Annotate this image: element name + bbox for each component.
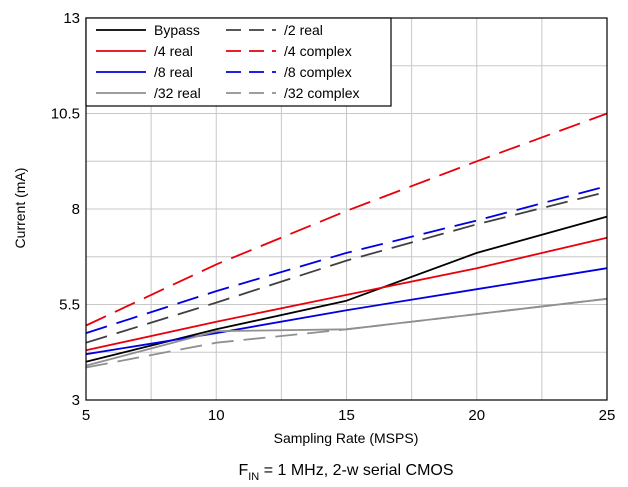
series-layer	[85, 112, 608, 369]
x-tick-label: 25	[599, 407, 616, 424]
series-line	[85, 190, 608, 344]
x-tick-label: 5	[82, 407, 90, 424]
caption-suffix: = 1 MHz, 2-w serial CMOS	[259, 462, 453, 479]
legend-label: Bypass	[154, 22, 200, 38]
legend: Bypass/4 real/8 real/32 real/2 real/4 co…	[85, 17, 392, 107]
legend-label: /8 complex	[284, 64, 352, 80]
series-line	[85, 236, 608, 352]
y-tick-label: 8	[72, 201, 80, 218]
x-tick-label: 15	[338, 407, 355, 424]
y-tick-label: 13	[63, 10, 80, 27]
x-axis-title: Sampling Rate (MSPS)	[274, 430, 419, 446]
y-tick-label: 3	[72, 392, 80, 409]
series-line	[85, 185, 608, 334]
legend-label: /8 real	[154, 64, 193, 80]
series-line	[85, 297, 608, 369]
y-tick-label: 5.5	[59, 297, 80, 314]
legend-label: /2 real	[284, 22, 323, 38]
caption-prefix: F	[238, 462, 248, 479]
y-axis-title: Current (mA)	[12, 168, 28, 249]
x-tick-label: 10	[208, 407, 225, 424]
legend-label: /32 complex	[284, 85, 359, 101]
x-tick-label: 20	[468, 407, 485, 424]
series-line	[85, 267, 608, 356]
caption: FIN = 1 MHz, 2-w serial CMOS	[238, 462, 453, 483]
y-tick-label: 10.5	[51, 106, 80, 123]
legend-label: /4 complex	[284, 43, 352, 59]
y-tick-labels: 3 5.5 8 10.5 13	[51, 10, 80, 409]
legend-label: /32 real	[154, 85, 201, 101]
x-tick-labels: 5 10 15 20 25	[82, 407, 616, 424]
legend-box	[85, 17, 392, 107]
caption-subscript: IN	[248, 471, 259, 483]
legend-label: /4 real	[154, 43, 193, 59]
